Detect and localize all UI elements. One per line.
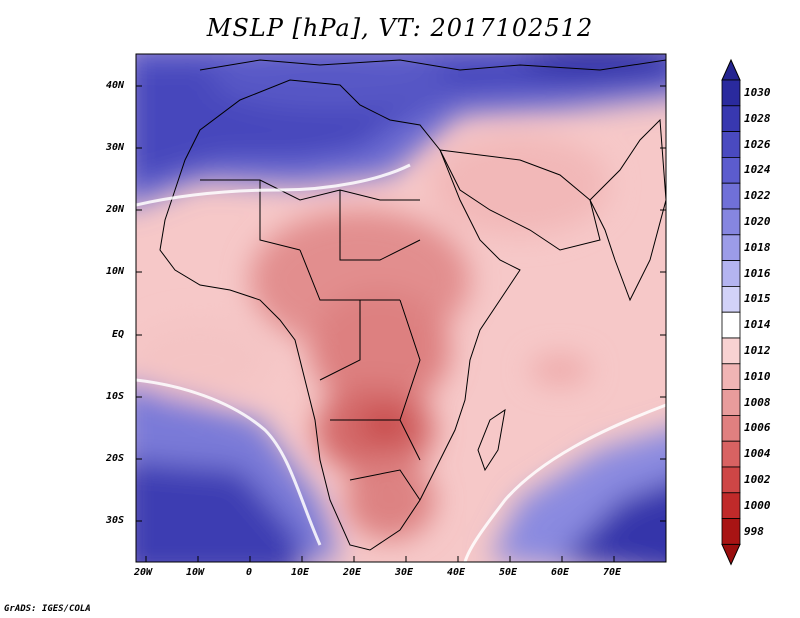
isobar-1014 bbox=[136, 163, 666, 562]
lat-label: 20S bbox=[106, 453, 125, 464]
colorbar-swatch bbox=[721, 518, 741, 545]
colorbar-label: 1018 bbox=[744, 240, 771, 254]
lat-label: 10S bbox=[106, 391, 125, 402]
colorbar-label: 1016 bbox=[744, 266, 771, 280]
lon-label: 70E bbox=[603, 567, 622, 578]
map-frame bbox=[135, 53, 667, 563]
axis-ticks bbox=[136, 85, 666, 562]
colorbar-label: 1015 bbox=[744, 292, 771, 306]
colorbar-swatch bbox=[721, 182, 741, 210]
coastlines bbox=[159, 59, 666, 551]
colorbar-swatch bbox=[721, 466, 741, 494]
colorbar-label: 1000 bbox=[744, 498, 771, 512]
lon-label: 20W bbox=[134, 567, 153, 578]
colorbar-swatch bbox=[721, 363, 741, 390]
colorbar-swatch bbox=[721, 389, 741, 416]
lat-label: 40N bbox=[106, 80, 125, 91]
colorbar-label: 998 bbox=[744, 524, 764, 538]
colorbar-label: 1006 bbox=[744, 421, 771, 435]
lon-label: 50E bbox=[499, 567, 518, 578]
lat-label: EQ bbox=[112, 329, 125, 340]
colorbar-label: 1028 bbox=[744, 111, 771, 125]
colorbar-swatch bbox=[721, 105, 741, 133]
pressure-field bbox=[136, 54, 666, 562]
colorbar-label: 1020 bbox=[744, 214, 771, 228]
page-title: MSLP [hPa], VT: 2017102512 bbox=[206, 14, 594, 42]
colorbar-label: 1024 bbox=[744, 163, 771, 177]
colorbar-label: 1030 bbox=[744, 85, 771, 99]
colorbar-swatch bbox=[721, 79, 741, 107]
colorbar-label: 1002 bbox=[744, 472, 771, 486]
colorbar-swatch bbox=[721, 208, 741, 236]
colorbar-top-arrow bbox=[721, 58, 741, 81]
lon-label: 30E bbox=[395, 567, 414, 578]
colorbar-label: 1026 bbox=[744, 137, 771, 151]
lon-label: 0 bbox=[246, 567, 253, 578]
colorbar-label: 1008 bbox=[744, 395, 771, 409]
colorbar-swatch bbox=[721, 285, 741, 313]
lon-label: 60E bbox=[551, 567, 570, 578]
colorbar-swatch bbox=[721, 337, 741, 365]
colorbar-label: 1004 bbox=[744, 447, 771, 461]
colorbar-swatch bbox=[721, 234, 741, 262]
lon-label: 40E bbox=[447, 567, 466, 578]
colorbar-swatch bbox=[721, 131, 741, 158]
colorbar-label: 1022 bbox=[744, 189, 771, 203]
colorbar-swatch bbox=[721, 414, 741, 442]
colorbar-swatch bbox=[721, 260, 741, 287]
colorbar-label: 1012 bbox=[744, 343, 771, 357]
lon-label: 10E bbox=[291, 567, 310, 578]
colorbar-swatch bbox=[721, 311, 741, 339]
colorbar-label: 1010 bbox=[744, 369, 771, 383]
credit-text: GrADS: IGES/COLA bbox=[4, 604, 91, 614]
colorbar-swatch bbox=[721, 492, 741, 519]
colorbar-bottom-arrow bbox=[721, 543, 741, 566]
lat-label: 30N bbox=[106, 142, 125, 153]
colorbar-swatch bbox=[721, 440, 741, 468]
colorbar-label: 1014 bbox=[744, 318, 771, 332]
colorbar-swatch bbox=[721, 156, 741, 184]
lon-label: 10W bbox=[186, 567, 205, 578]
lat-label: 10N bbox=[106, 266, 125, 277]
lat-label: 20N bbox=[106, 204, 125, 215]
lat-label: 30S bbox=[106, 515, 125, 526]
colorbar bbox=[721, 58, 741, 566]
lon-label: 20E bbox=[343, 567, 362, 578]
